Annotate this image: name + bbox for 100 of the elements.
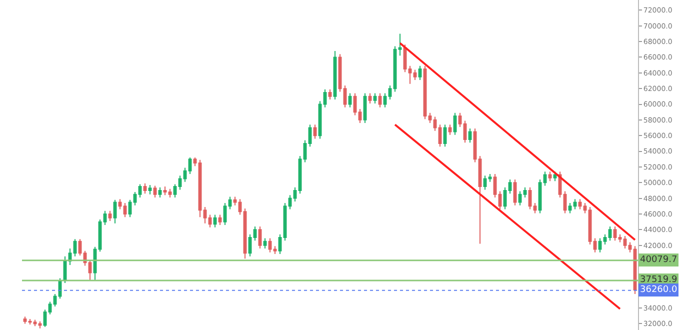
candlestick bbox=[568, 202, 572, 214]
candlestick bbox=[458, 112, 462, 128]
candlestick bbox=[193, 157, 197, 167]
candlestick bbox=[293, 186, 297, 202]
candlestick bbox=[478, 155, 482, 244]
candlestick bbox=[418, 65, 422, 80]
candlestick bbox=[543, 171, 547, 186]
candlestick bbox=[263, 238, 267, 249]
candlestick bbox=[238, 198, 242, 216]
candlestick bbox=[388, 84, 392, 100]
candlestick bbox=[133, 192, 137, 206]
candlestick bbox=[488, 174, 492, 182]
candlestick bbox=[278, 234, 282, 254]
candlestick bbox=[38, 320, 42, 329]
candlestick bbox=[308, 124, 312, 148]
candlestick bbox=[613, 226, 617, 242]
candlestick bbox=[268, 238, 272, 253]
candlestick bbox=[203, 206, 207, 224]
candlestick bbox=[188, 157, 192, 175]
candlestick bbox=[428, 112, 432, 124]
candlestick bbox=[223, 202, 227, 226]
candlestick bbox=[413, 69, 417, 80]
candlestick bbox=[433, 116, 437, 132]
candlestick bbox=[48, 301, 52, 315]
candlestick bbox=[503, 186, 507, 210]
candlestick bbox=[213, 214, 217, 228]
candlestick bbox=[453, 112, 457, 136]
candlestick bbox=[178, 175, 182, 190]
candlestick bbox=[368, 92, 372, 104]
candlestick bbox=[218, 214, 222, 226]
candlestick bbox=[468, 128, 472, 144]
candlestick bbox=[358, 108, 362, 124]
candlestick bbox=[183, 167, 187, 182]
candlestick bbox=[408, 65, 412, 84]
candlestick bbox=[438, 124, 442, 148]
candlestick bbox=[333, 50, 337, 100]
candlestick bbox=[443, 124, 447, 148]
candlestick bbox=[618, 234, 622, 243]
candlestick bbox=[448, 124, 452, 136]
candlestick bbox=[118, 198, 122, 210]
candlestick bbox=[473, 128, 477, 163]
candlestick bbox=[528, 186, 532, 210]
candlestick bbox=[73, 238, 77, 257]
candlestick bbox=[103, 210, 107, 226]
candlestick bbox=[348, 92, 352, 108]
candlestick bbox=[623, 235, 627, 249]
ref-line-label: 36260.0 bbox=[640, 285, 678, 295]
candlestick bbox=[383, 92, 387, 108]
candlestick bbox=[153, 185, 157, 198]
candlestick bbox=[113, 199, 117, 224]
candlestick bbox=[608, 226, 612, 242]
candlestick bbox=[88, 260, 92, 280]
candlestick bbox=[158, 186, 162, 198]
candlestick bbox=[123, 202, 127, 218]
candlestick bbox=[328, 88, 332, 100]
candlestick bbox=[493, 174, 497, 198]
candlestick bbox=[128, 199, 132, 218]
candlestick bbox=[33, 319, 37, 327]
candlestick bbox=[548, 171, 552, 182]
candlestick bbox=[598, 238, 602, 253]
candlestick bbox=[573, 198, 577, 210]
candlestick bbox=[23, 316, 27, 324]
candlestick bbox=[228, 196, 232, 210]
ref-line-label: 37519.9 bbox=[640, 275, 678, 285]
candlestick bbox=[233, 196, 237, 206]
candlestick bbox=[323, 88, 327, 108]
candlestick bbox=[148, 184, 152, 195]
candlestick bbox=[173, 184, 177, 198]
candlestick bbox=[603, 234, 607, 246]
candlestick bbox=[288, 194, 292, 210]
candlestick bbox=[593, 238, 597, 253]
candlestick bbox=[248, 234, 252, 257]
candlestick bbox=[273, 246, 277, 254]
ref-line-label: 40079.7 bbox=[640, 255, 678, 265]
candlestick bbox=[628, 242, 632, 253]
candlestick bbox=[343, 84, 347, 108]
candlestick bbox=[483, 175, 487, 190]
candlestick bbox=[508, 179, 512, 194]
candlestick bbox=[518, 190, 522, 206]
candlestick bbox=[578, 198, 582, 210]
candlestick bbox=[253, 226, 257, 242]
candlestick bbox=[523, 186, 527, 198]
candlestick bbox=[258, 226, 262, 249]
candlestick bbox=[108, 210, 112, 222]
candlestick bbox=[138, 184, 142, 198]
candlestick bbox=[513, 179, 517, 206]
candlestick bbox=[498, 190, 502, 210]
candlestick bbox=[28, 318, 32, 326]
candlestick bbox=[373, 92, 377, 104]
candlestick bbox=[463, 120, 467, 144]
candlestick bbox=[208, 214, 212, 228]
candlestick bbox=[168, 188, 172, 198]
candlestick bbox=[303, 140, 307, 163]
candlestick bbox=[398, 33, 402, 56]
candlestick bbox=[533, 202, 537, 214]
candlestick bbox=[43, 309, 47, 328]
candlestick bbox=[378, 92, 382, 108]
candlestick bbox=[143, 182, 147, 194]
candlestick bbox=[313, 124, 317, 140]
candlestick bbox=[163, 186, 167, 196]
